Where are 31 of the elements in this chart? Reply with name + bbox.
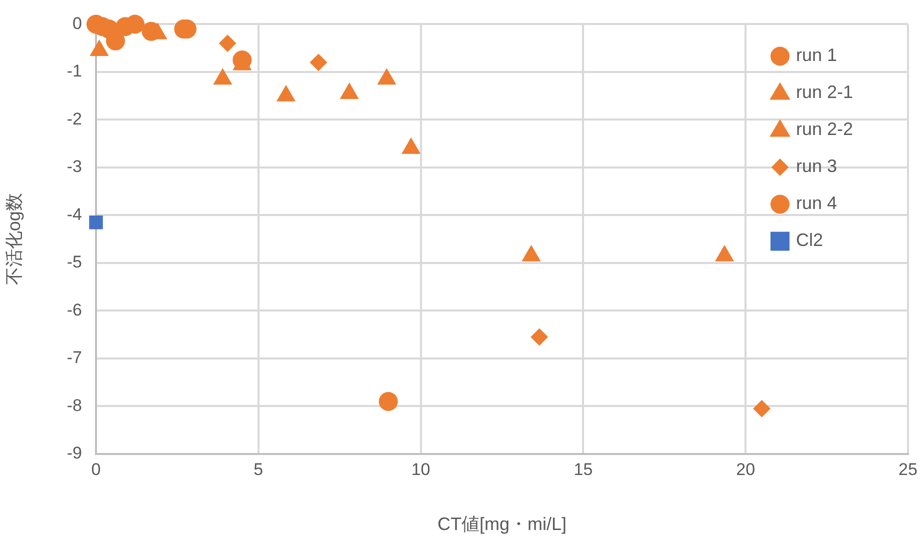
x-axis-title: CT値[mg・mi/L] — [437, 514, 567, 534]
legend-label: run 1 — [796, 45, 838, 66]
legend-label: run 2-2 — [796, 119, 854, 140]
x-tick-label: 25 — [898, 460, 918, 479]
point — [310, 54, 327, 71]
legend-label: run 4 — [796, 193, 838, 214]
y-tick-label: -2 — [66, 109, 82, 128]
y-axis-title: 不活化og数 — [4, 193, 24, 286]
y-tick-label: -6 — [66, 300, 82, 320]
y-tick-label: -7 — [66, 348, 82, 368]
y-tick-label: 0 — [72, 14, 82, 33]
x-tick-label: 5 — [254, 460, 264, 479]
legend-label: run 3 — [796, 156, 838, 176]
legend-label: Cl2 — [796, 230, 824, 250]
point — [89, 216, 103, 230]
y-tick-label: -9 — [66, 444, 82, 463]
x-tick-label: 10 — [411, 460, 430, 479]
point — [219, 34, 236, 52]
y-tick-label: -4 — [66, 204, 82, 224]
point — [530, 328, 548, 346]
point — [106, 31, 125, 50]
y-tick-label: -1 — [66, 62, 82, 81]
y-tick-label: -5 — [66, 252, 82, 272]
point — [753, 400, 770, 418]
y-tick-label: -8 — [66, 396, 82, 415]
x-tick-label: 0 — [91, 460, 101, 479]
y-tick-label: -3 — [66, 157, 82, 176]
x-tick-label: 15 — [574, 460, 593, 479]
x-tick-label: 20 — [736, 460, 756, 479]
point — [378, 392, 398, 411]
legend-label: run 2-1 — [796, 82, 854, 102]
